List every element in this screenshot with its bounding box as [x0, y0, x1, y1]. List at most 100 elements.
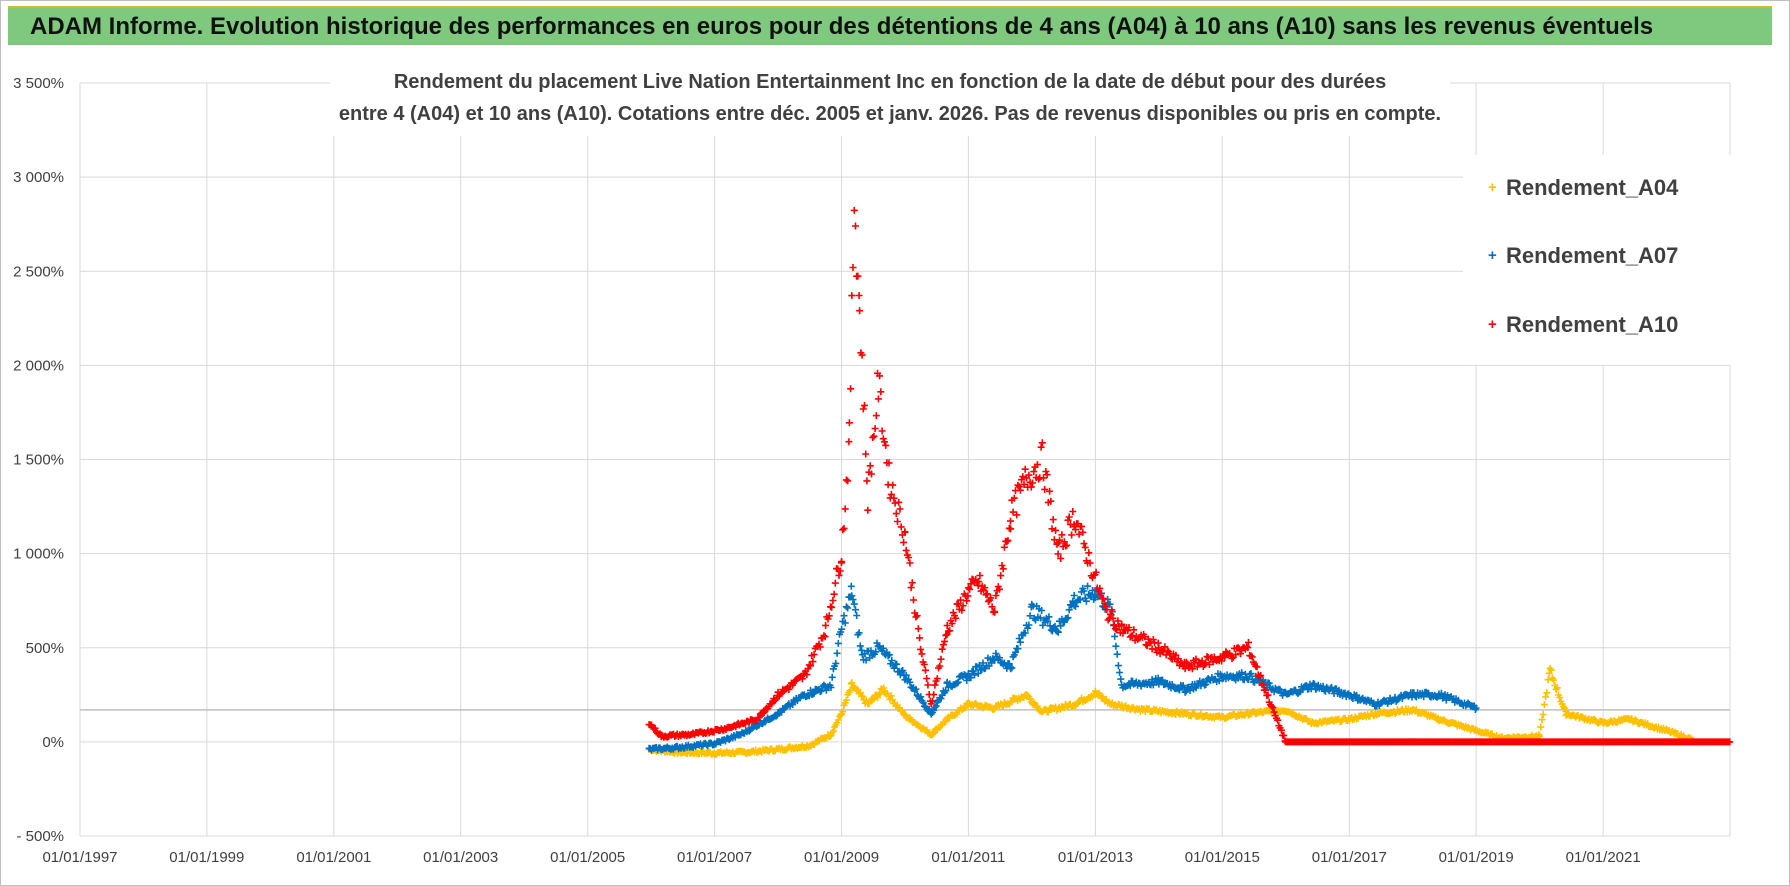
x-tick-label: 01/01/2009 — [804, 849, 879, 866]
data-point-rendement_a10 — [1003, 538, 1011, 545]
data-point-rendement_a10 — [991, 608, 999, 616]
data-point-rendement_a10 — [1079, 528, 1087, 536]
data-point-rendement_a07 — [1112, 642, 1120, 650]
data-point-rendement_a07 — [1247, 670, 1255, 678]
data-point-rendement_a07 — [1238, 669, 1246, 677]
data-point-rendement_a07 — [853, 612, 861, 619]
data-point-rendement_a10 — [1072, 526, 1079, 534]
data-point-rendement_a10 — [1269, 704, 1277, 712]
data-point-rendement_a10 — [1111, 625, 1119, 633]
y-tick-label: 3 500% — [13, 75, 64, 92]
data-point-rendement_a07 — [1016, 638, 1024, 646]
data-point-rendement_a10 — [1013, 511, 1021, 519]
data-point-rendement_a10 — [916, 634, 924, 642]
data-point-rendement_a07 — [838, 625, 846, 633]
data-point-rendement_a07 — [1012, 648, 1019, 656]
data-point-rendement_a10 — [829, 597, 837, 604]
data-point-rendement_a10 — [1064, 516, 1072, 524]
data-point-rendement_a10 — [1041, 485, 1049, 493]
y-tick-label: 0% — [42, 734, 64, 751]
data-point-rendement_a07 — [847, 582, 855, 590]
data-point-rendement_a10 — [805, 661, 813, 669]
data-point-rendement_a04 — [1030, 699, 1038, 707]
data-point-rendement_a07 — [841, 619, 849, 627]
data-point-rendement_a10 — [943, 622, 951, 629]
data-point-rendement_a10 — [1232, 651, 1240, 659]
data-point-rendement_a10 — [838, 558, 846, 565]
data-point-rendement_a07 — [858, 646, 866, 654]
data-point-rendement_a10 — [1187, 661, 1195, 669]
data-point-rendement_a07 — [890, 664, 898, 672]
x-tick-label: 01/01/2007 — [677, 849, 752, 866]
data-point-rendement_a10 — [849, 264, 857, 271]
y-tick-label: 2 500% — [13, 263, 64, 280]
legend-label-a07: Rendement_A07 — [1506, 243, 1679, 268]
data-point-rendement_a10 — [841, 505, 849, 513]
data-point-rendement_a07 — [1063, 615, 1071, 623]
data-point-rendement_a07 — [1084, 582, 1092, 590]
data-point-rendement_a10 — [862, 450, 870, 458]
data-point-rendement_a10 — [1161, 643, 1169, 651]
data-point-rendement_a10 — [958, 606, 966, 614]
data-point-rendement_a10 — [1085, 549, 1093, 557]
data-point-rendement_a10 — [1054, 550, 1062, 558]
data-point-rendement_a10 — [1000, 543, 1008, 551]
data-point-rendement_a10 — [874, 395, 882, 403]
y-tick-label: 1 500% — [13, 452, 64, 469]
data-point-rendement_a10 — [1016, 486, 1024, 494]
data-point-rendement_a10 — [912, 613, 920, 621]
data-point-rendement_a04 — [842, 696, 850, 704]
data-point-rendement_a10 — [847, 385, 855, 393]
data-point-rendement_a10 — [803, 671, 811, 679]
data-point-rendement_a10 — [1030, 468, 1038, 476]
data-point-rendement_a07 — [1420, 693, 1428, 701]
x-tick-label: 01/01/2003 — [423, 849, 498, 866]
data-point-rendement_a10 — [845, 419, 853, 427]
data-point-rendement_a10 — [1264, 691, 1272, 699]
data-point-rendement_a10 — [920, 661, 928, 668]
data-point-rendement_a07 — [1116, 669, 1124, 676]
data-point-rendement_a04 — [1538, 716, 1546, 724]
data-point-rendement_a10 — [836, 567, 844, 575]
data-point-rendement_a07 — [888, 657, 896, 664]
data-point-rendement_a10 — [651, 724, 659, 732]
data-point-rendement_a10 — [1057, 555, 1065, 562]
data-point-rendement_a07 — [979, 659, 987, 667]
data-point-rendement_a10 — [1096, 584, 1104, 592]
data-point-rendement_a10 — [922, 666, 929, 674]
data-point-rendement_a04 — [1539, 711, 1547, 718]
data-point-rendement_a10 — [844, 477, 852, 485]
data-point-rendement_a10 — [877, 388, 885, 396]
data-point-rendement_a07 — [1111, 632, 1119, 640]
data-point-rendement_a10 — [809, 658, 817, 666]
data-point-rendement_a10 — [1029, 479, 1036, 487]
data-point-rendement_a07 — [960, 671, 968, 679]
data-point-rendement_a07 — [1186, 687, 1194, 694]
data-point-rendement_a10 — [913, 612, 921, 620]
data-point-rendement_a07 — [1070, 592, 1078, 599]
chart-title: Rendement du placement Live Nation Enter… — [330, 66, 1450, 136]
data-point-rendement_a10 — [1277, 726, 1285, 734]
data-point-rendement_a04 — [1412, 706, 1420, 714]
data-point-rendement_a07 — [1014, 645, 1022, 653]
data-point-rendement_a07 — [1181, 688, 1189, 696]
data-points — [645, 206, 1734, 758]
data-point-rendement_a07 — [899, 667, 907, 674]
data-point-rendement_a10 — [897, 523, 905, 531]
data-point-rendement_a10 — [850, 206, 858, 214]
data-point-rendement_a10 — [914, 625, 922, 633]
data-point-rendement_a10 — [868, 470, 875, 478]
data-point-rendement_a10 — [820, 632, 828, 640]
chart-legend: + Rendement_A04 + Rendement_A07 + Rendem… — [1463, 155, 1733, 365]
data-point-rendement_a07 — [913, 691, 921, 699]
data-point-rendement_a07 — [1008, 664, 1016, 672]
data-point-rendement_a10 — [1097, 590, 1105, 598]
data-point-rendement_a10 — [1092, 568, 1100, 576]
data-point-rendement_a07 — [902, 671, 910, 679]
data-point-rendement_a07 — [885, 651, 893, 659]
data-point-rendement_a10 — [1101, 599, 1109, 607]
data-point-rendement_a10 — [1245, 638, 1252, 646]
data-point-rendement_a10 — [1174, 655, 1182, 663]
data-point-rendement_a10 — [1037, 443, 1045, 451]
